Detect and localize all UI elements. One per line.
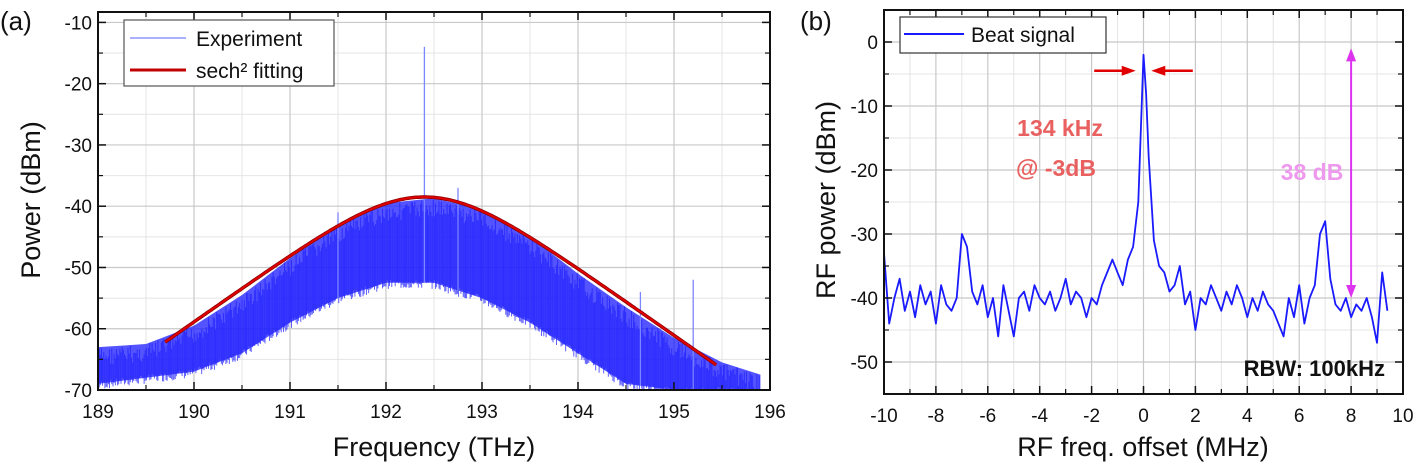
beat-signal-trace <box>883 53 1389 344</box>
x-tick-label: -2 <box>1083 406 1100 427</box>
x-tick-label: 192 <box>370 402 402 423</box>
x-tick-label: 6 <box>1294 406 1305 427</box>
y-tick-label: -10 <box>851 97 878 118</box>
arrowhead-left-icon <box>1151 65 1166 76</box>
panel-b-xlabel: RF freq. offset (MHz) <box>1017 432 1269 462</box>
x-tick-label: -8 <box>927 406 944 427</box>
x-tick-label: 190 <box>178 402 210 423</box>
panel-a: (a) 189 190 191 192 193 194 195 196 -70 -60 -50 -40… <box>0 6 786 462</box>
x-tick-label: 196 <box>754 402 786 423</box>
linewidth-value: 134 kHz <box>1017 115 1103 141</box>
x-tick-label: 0 <box>1138 406 1149 427</box>
panel-b-ylabel: RF power (dBm) <box>811 101 841 299</box>
y-tick-label: -10 <box>65 13 92 34</box>
panel-b-axes: -10 -8 -6 -4 -2 0 2 4 6 8 10-50-40-30-20-100 <box>851 9 1414 427</box>
x-tick-label: 195 <box>658 402 690 423</box>
x-tick-label: 194 <box>562 402 594 423</box>
arrowhead-right-icon <box>1121 65 1136 76</box>
x-tick-label: -6 <box>979 406 996 427</box>
linewidth-condition: @ -3dB <box>1016 155 1096 181</box>
y-tick-label: -20 <box>65 75 92 96</box>
legend-label-beat: Beat signal <box>971 24 1075 47</box>
arrowhead-up-icon <box>1346 48 1357 62</box>
panel-a-label: (a) <box>0 6 32 36</box>
legend-label-fit: sech² fitting <box>196 60 303 83</box>
plot-frame <box>97 11 771 391</box>
y-tick-label: -30 <box>851 225 878 246</box>
y-tick-label: -40 <box>851 289 878 310</box>
panel-a-data <box>97 46 761 391</box>
y-tick-label: -40 <box>65 197 92 218</box>
panel-b: (b) -10 -8 -6 -4 -2 0 2 4 6 8 10-50-40-30-20-100 R… <box>800 6 1414 462</box>
x-tick-label: 2 <box>1190 406 1201 427</box>
x-tick-label: -10 <box>870 406 897 427</box>
y-tick-label: -70 <box>65 381 92 402</box>
x-tick-label: -4 <box>1031 406 1048 427</box>
panel-a-xlabel: Frequency (THz) <box>333 432 536 462</box>
y-tick-label: 0 <box>867 33 878 54</box>
x-tick-label: 4 <box>1242 406 1253 427</box>
plot-frame <box>883 9 1404 395</box>
panel-b-label: (b) <box>800 6 832 36</box>
panel-a-ylabel: Power (dBm) <box>16 121 46 279</box>
panel-a-legend: Experiment sech² fitting <box>123 19 335 87</box>
arrowhead-down-icon <box>1346 285 1357 298</box>
panel-b-data <box>883 53 1389 344</box>
y-tick-label: -30 <box>65 136 92 157</box>
y-tick-label: -60 <box>65 320 92 341</box>
x-tick-label: 8 <box>1346 406 1357 427</box>
x-tick-label: 193 <box>466 402 498 423</box>
experiment-comb-lines <box>97 200 760 391</box>
y-tick-label: -50 <box>851 353 878 374</box>
legend-label-experiment: Experiment <box>196 28 302 51</box>
y-tick-label: -50 <box>65 258 92 279</box>
fit-curve <box>164 196 717 366</box>
y-tick-label: -20 <box>851 161 878 182</box>
x-tick-label: 191 <box>274 402 306 423</box>
panel-a-axes: 189 190 191 192 193 194 195 196 -70 -60 -50 -40 -30 -… <box>65 11 786 423</box>
panel-b-annotations: 134 kHz @ -3dB 38 dB RBW: 100kHz <box>1016 48 1385 381</box>
dynamic-range-label: 38 dB <box>1281 159 1344 185</box>
x-tick-label: 10 <box>1392 406 1413 427</box>
legend-box <box>123 19 335 87</box>
panel-b-legend: Beat signal <box>899 16 1107 54</box>
x-tick-label: 189 <box>82 402 114 423</box>
rbw-label: RBW: 100kHz <box>1244 356 1385 381</box>
